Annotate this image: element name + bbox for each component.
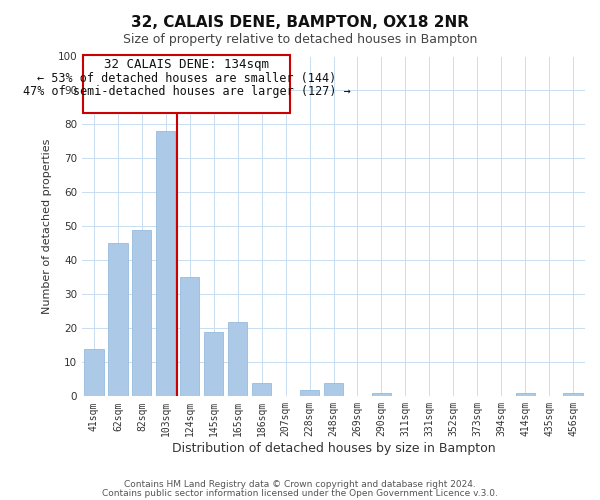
- Bar: [85, 349, 104, 397]
- Bar: [324, 382, 343, 396]
- Bar: [372, 393, 391, 396]
- Bar: [300, 390, 319, 396]
- Bar: [563, 393, 583, 396]
- Bar: [515, 393, 535, 396]
- Text: 32, CALAIS DENE, BAMPTON, OX18 2NR: 32, CALAIS DENE, BAMPTON, OX18 2NR: [131, 15, 469, 30]
- Text: Size of property relative to detached houses in Bampton: Size of property relative to detached ho…: [123, 32, 477, 46]
- X-axis label: Distribution of detached houses by size in Bampton: Distribution of detached houses by size …: [172, 442, 496, 455]
- Text: 32 CALAIS DENE: 134sqm: 32 CALAIS DENE: 134sqm: [104, 58, 269, 71]
- Bar: [156, 132, 175, 396]
- Text: 47% of semi-detached houses are larger (127) →: 47% of semi-detached houses are larger (…: [23, 86, 350, 98]
- Bar: [228, 322, 247, 396]
- Bar: [133, 230, 151, 396]
- Text: ← 53% of detached houses are smaller (144): ← 53% of detached houses are smaller (14…: [37, 72, 337, 85]
- FancyBboxPatch shape: [83, 55, 290, 112]
- Bar: [204, 332, 223, 396]
- Bar: [109, 244, 128, 396]
- Text: Contains public sector information licensed under the Open Government Licence v.: Contains public sector information licen…: [102, 488, 498, 498]
- Y-axis label: Number of detached properties: Number of detached properties: [42, 138, 52, 314]
- Bar: [252, 382, 271, 396]
- Bar: [180, 278, 199, 396]
- Text: Contains HM Land Registry data © Crown copyright and database right 2024.: Contains HM Land Registry data © Crown c…: [124, 480, 476, 489]
